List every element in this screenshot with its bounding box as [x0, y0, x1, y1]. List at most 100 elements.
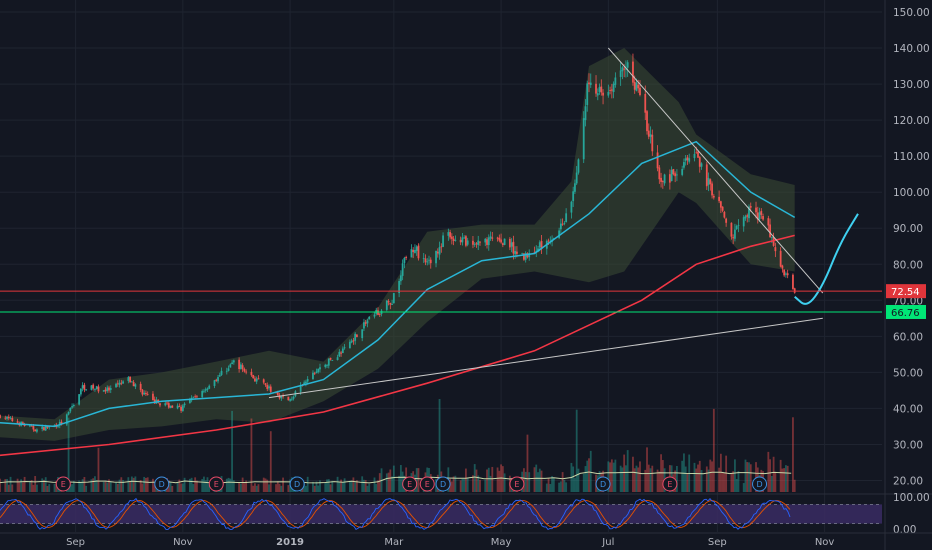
- price-tick-label: 50.00: [893, 367, 923, 379]
- candle-body: [621, 67, 624, 72]
- price-tick-label: 40.00: [893, 403, 923, 415]
- candle-body: [707, 177, 710, 185]
- candle-body: [327, 358, 330, 366]
- candle-body: [364, 322, 367, 324]
- volume-bar: [115, 482, 117, 492]
- volume-bar: [625, 465, 627, 492]
- candle-body: [401, 263, 404, 276]
- candle-body: [167, 403, 170, 408]
- candle-body: [647, 130, 650, 137]
- candle-body: [681, 169, 684, 175]
- volume-bar: [53, 483, 56, 492]
- volume-bar: [438, 398, 441, 492]
- price-tick-label: 20.00: [893, 476, 923, 488]
- candle-body: [516, 251, 518, 254]
- candle-body: [252, 375, 255, 379]
- volume-bar: [94, 476, 96, 492]
- candle-body: [30, 425, 33, 427]
- volume-bar: [313, 485, 316, 492]
- volume-bar: [683, 453, 685, 492]
- time-tick-label: May: [491, 537, 512, 548]
- candle-body: [429, 259, 432, 264]
- candle-body: [232, 360, 235, 363]
- candle-body: [122, 381, 124, 384]
- volume-bar: [30, 480, 33, 492]
- volume-bar: [44, 477, 47, 492]
- candle-body: [378, 313, 381, 315]
- volume-bar: [537, 472, 539, 492]
- volume-bar: [589, 450, 592, 492]
- volume-bar: [614, 459, 617, 492]
- candle-body: [668, 174, 671, 183]
- event-marker-dividend: [595, 476, 611, 492]
- candle-body: [120, 382, 123, 384]
- candle-body: [116, 383, 119, 385]
- event-marker-label: E: [214, 480, 219, 489]
- candle-body: [735, 226, 738, 230]
- candle-body: [748, 206, 750, 219]
- volume-bar: [368, 483, 371, 492]
- candle-body: [574, 183, 576, 192]
- candle-body: [257, 378, 260, 380]
- volume-bar: [486, 469, 488, 492]
- volume-bar: [92, 478, 95, 492]
- candle-body: [793, 288, 796, 293]
- event-marker-earnings: [419, 476, 435, 492]
- volume-bar: [489, 475, 492, 492]
- candle-body: [194, 396, 197, 398]
- candle-body: [558, 230, 561, 238]
- resistance-price-tag: [886, 284, 926, 299]
- volume-bar: [71, 484, 73, 492]
- candle-body: [501, 243, 504, 245]
- volume-bar: [695, 468, 698, 492]
- volume-bar: [268, 484, 270, 492]
- volume-bar: [232, 480, 235, 492]
- candle-body: [772, 237, 775, 246]
- volume-bar: [106, 482, 109, 492]
- price-tick-label: 60.00: [893, 331, 923, 343]
- volume-bar: [565, 482, 568, 492]
- candle-body: [243, 369, 246, 372]
- candle-body: [319, 367, 321, 370]
- candle-body: [392, 293, 395, 304]
- volume-bar: [72, 480, 75, 492]
- volume-bar: [387, 472, 390, 492]
- volume-bar: [139, 480, 142, 492]
- price-tick-label: 120.00: [893, 115, 930, 127]
- volume-bar: [180, 483, 182, 492]
- price-tick-label: 110.00: [893, 151, 930, 163]
- event-marker-earnings: [55, 476, 71, 492]
- candle-body: [786, 273, 789, 276]
- event-marker-dividend: [435, 476, 451, 492]
- candle-body: [204, 389, 207, 391]
- candle-body: [102, 390, 105, 392]
- candle-body: [524, 253, 527, 260]
- volume-bar: [204, 480, 207, 492]
- candle-body: [4, 417, 7, 419]
- volume-bar: [538, 468, 541, 492]
- time-axis[interactable]: Sep Nov 2019 Mar May Jul Sep Nov: [0, 532, 932, 548]
- volume-bar: [282, 477, 284, 492]
- volume-bar: [744, 459, 747, 492]
- volume-bar: [4, 479, 7, 492]
- volume-bar: [547, 478, 550, 492]
- candle-body: [229, 364, 232, 368]
- candle-body: [398, 280, 401, 294]
- volume-bar: [559, 481, 562, 492]
- candle-body: [130, 381, 133, 383]
- candle-body: [280, 395, 283, 399]
- volume-bar: [549, 484, 552, 492]
- candle-body: [755, 207, 757, 213]
- volume-bar: [48, 484, 51, 492]
- volume-bar: [9, 476, 12, 492]
- candle-body: [756, 212, 759, 220]
- volume-bar: [774, 471, 777, 492]
- candle-body: [632, 61, 634, 83]
- volume-bar: [145, 477, 147, 492]
- candle-body: [264, 383, 267, 385]
- candle-body: [742, 217, 745, 227]
- volume-bar: [118, 479, 121, 492]
- candle-body: [166, 402, 168, 404]
- candle-body: [588, 82, 590, 85]
